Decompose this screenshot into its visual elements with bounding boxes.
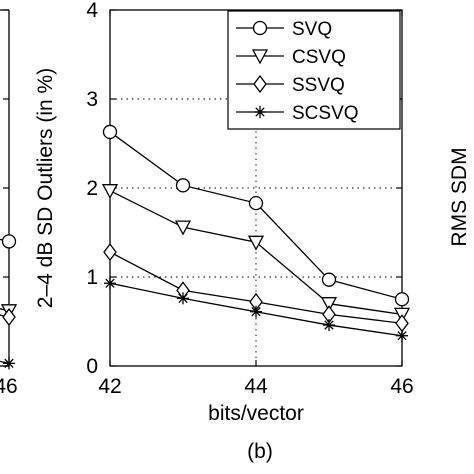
legend-item: SCSVQ <box>236 103 359 124</box>
legend-label: SVQ <box>292 19 332 40</box>
data-point <box>102 124 118 140</box>
data-point <box>247 235 265 251</box>
series-svq <box>102 124 410 307</box>
data-point <box>250 305 262 318</box>
ytick-label: 3 <box>86 88 98 111</box>
xtick-label: 42 <box>98 375 121 398</box>
data-point <box>248 195 264 211</box>
data-point <box>323 319 335 332</box>
data-point <box>396 329 408 342</box>
series-csvq <box>101 184 411 323</box>
left-data-point <box>3 357 15 370</box>
legend-marker <box>251 49 269 65</box>
panel-label: (b) <box>247 440 273 463</box>
ytick-label: 1 <box>86 266 98 289</box>
legend-marker <box>252 20 268 36</box>
legend-label: SSVQ <box>292 75 345 96</box>
xtick-label: 44 <box>244 375 268 398</box>
main-chart-panel: 42 44 46 0 1 2 3 4 bits/vector 2–4 dB SD Outliers… <box>34 0 414 425</box>
data-point <box>321 272 337 287</box>
legend-marker <box>254 106 266 118</box>
y-axis-label: 2–4 dB SD Outliers (in %) <box>34 68 57 308</box>
ytick-label: 0 <box>86 355 98 378</box>
data-point <box>104 277 116 290</box>
xtick-label: 46 <box>390 375 413 398</box>
legend-item: SSVQ <box>236 74 345 96</box>
data-point <box>175 178 191 193</box>
left-xtick-label: 46 <box>0 375 18 398</box>
left-series-scsvq <box>0 357 15 370</box>
ytick-label: 4 <box>86 0 98 22</box>
x-axis-label: bits/vector <box>208 402 304 425</box>
left-data-point <box>1 234 17 249</box>
legend-item: SVQ <box>236 19 332 40</box>
data-point <box>395 314 409 333</box>
data-point <box>103 242 117 262</box>
legend-marker <box>253 74 267 94</box>
data-point <box>320 297 338 313</box>
left-data-point <box>2 307 16 327</box>
data-point <box>177 292 189 305</box>
left-series-ssvq <box>0 307 16 327</box>
ytick-label: 2 <box>86 177 98 200</box>
legend-item: CSVQ <box>236 47 346 68</box>
data-point <box>394 292 410 307</box>
right-neighbor-ylabel: RMS SDM <box>448 147 471 246</box>
legend-label: CSVQ <box>292 47 346 68</box>
left-series-svq <box>0 234 17 249</box>
data-point <box>174 220 192 236</box>
legend: SVQ CSVQ SSVQ SCSVQ <box>227 10 401 130</box>
left-neighbor-panel: 46 <box>0 9 18 398</box>
data-point <box>101 184 119 200</box>
series-ssvq <box>103 242 409 333</box>
legend-label: SCSVQ <box>292 103 359 124</box>
series-scsvq <box>104 277 408 342</box>
